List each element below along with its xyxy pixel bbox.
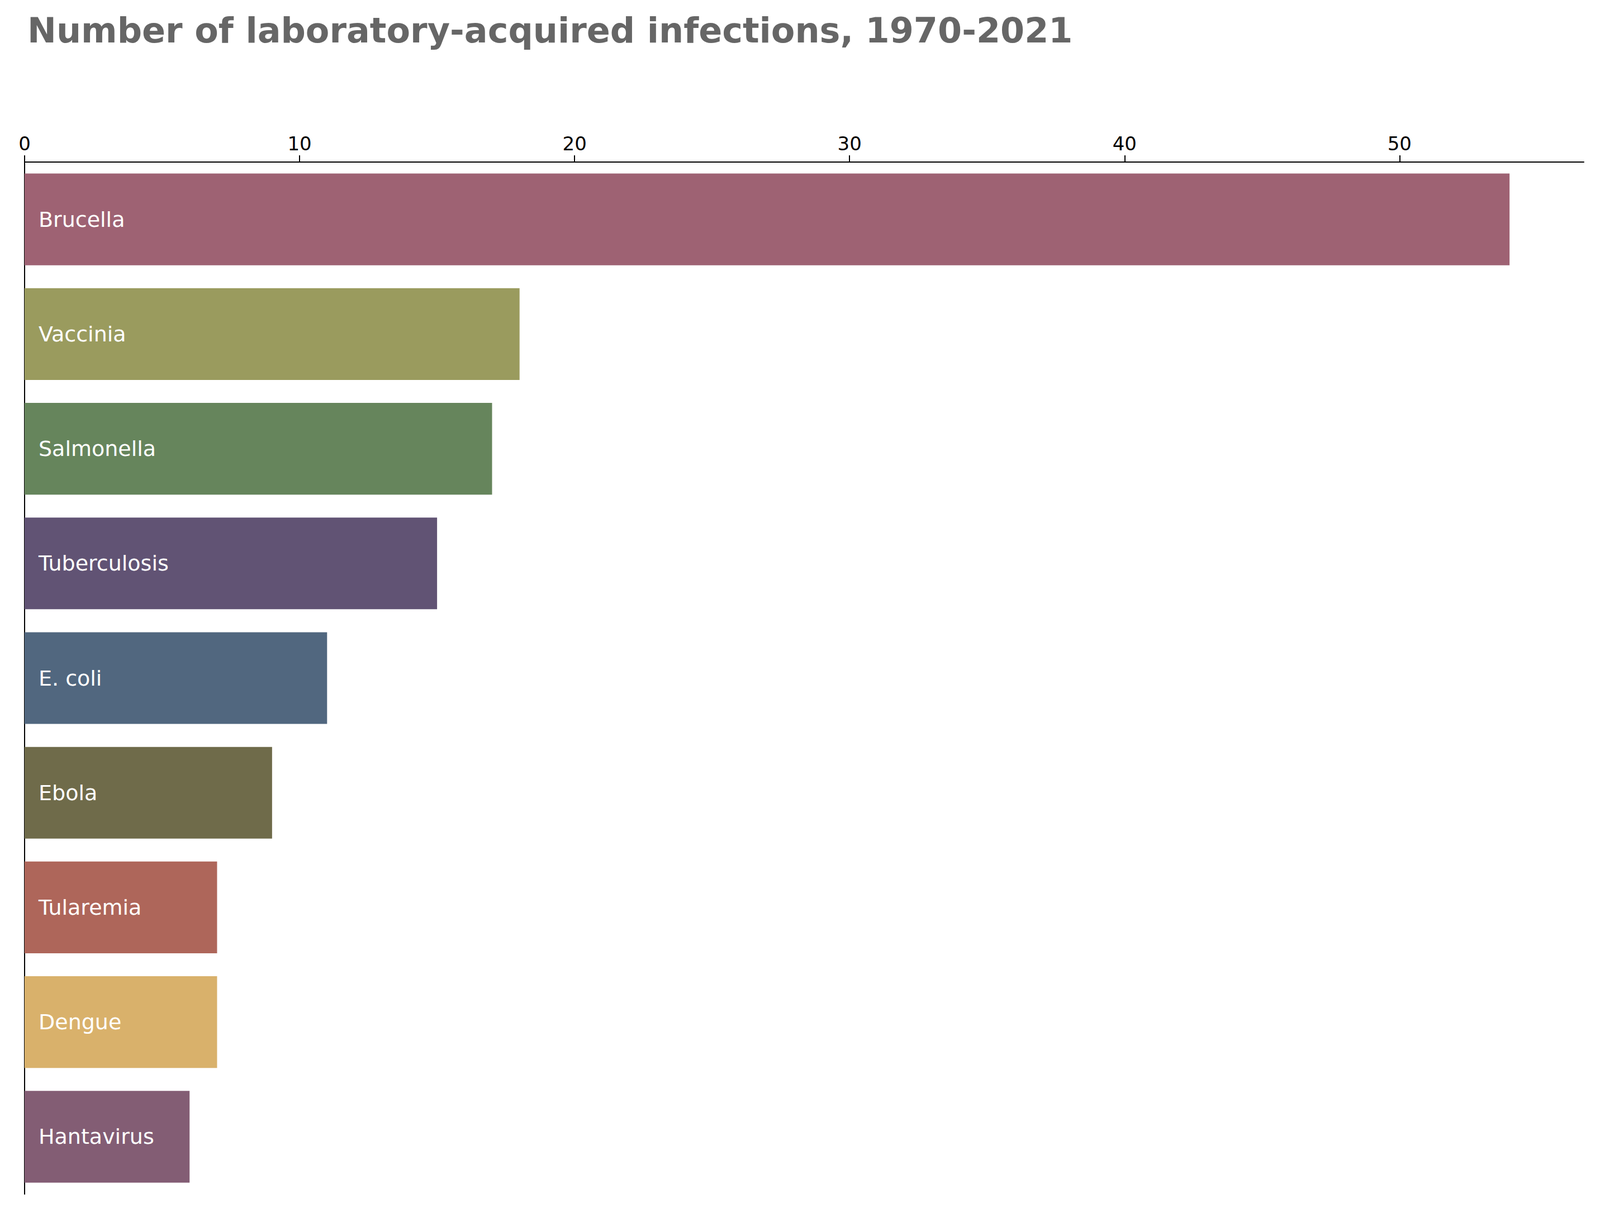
svg-text:20: 20 (562, 132, 587, 155)
svg-text:0: 0 (18, 132, 31, 155)
svg-text:40: 40 (1112, 132, 1137, 155)
svg-text:Hantavirus: Hantavirus (38, 1124, 155, 1150)
svg-text:Ebola: Ebola (38, 780, 98, 806)
svg-text:30: 30 (837, 132, 862, 155)
svg-text:Salmonella: Salmonella (38, 436, 156, 462)
svg-text:Tularemia: Tularemia (38, 895, 142, 920)
svg-text:Vaccinia: Vaccinia (38, 321, 127, 347)
svg-text:Number of laboratory-acquired: Number of laboratory-acquired infections… (27, 10, 1073, 51)
svg-text:50: 50 (1387, 132, 1412, 155)
svg-text:Dengue: Dengue (38, 1009, 122, 1035)
svg-text:Tuberculosis: Tuberculosis (38, 551, 169, 576)
svg-text:Brucella: Brucella (38, 207, 125, 232)
svg-text:E. coli: E. coli (38, 666, 102, 691)
svg-text:10: 10 (287, 132, 312, 155)
